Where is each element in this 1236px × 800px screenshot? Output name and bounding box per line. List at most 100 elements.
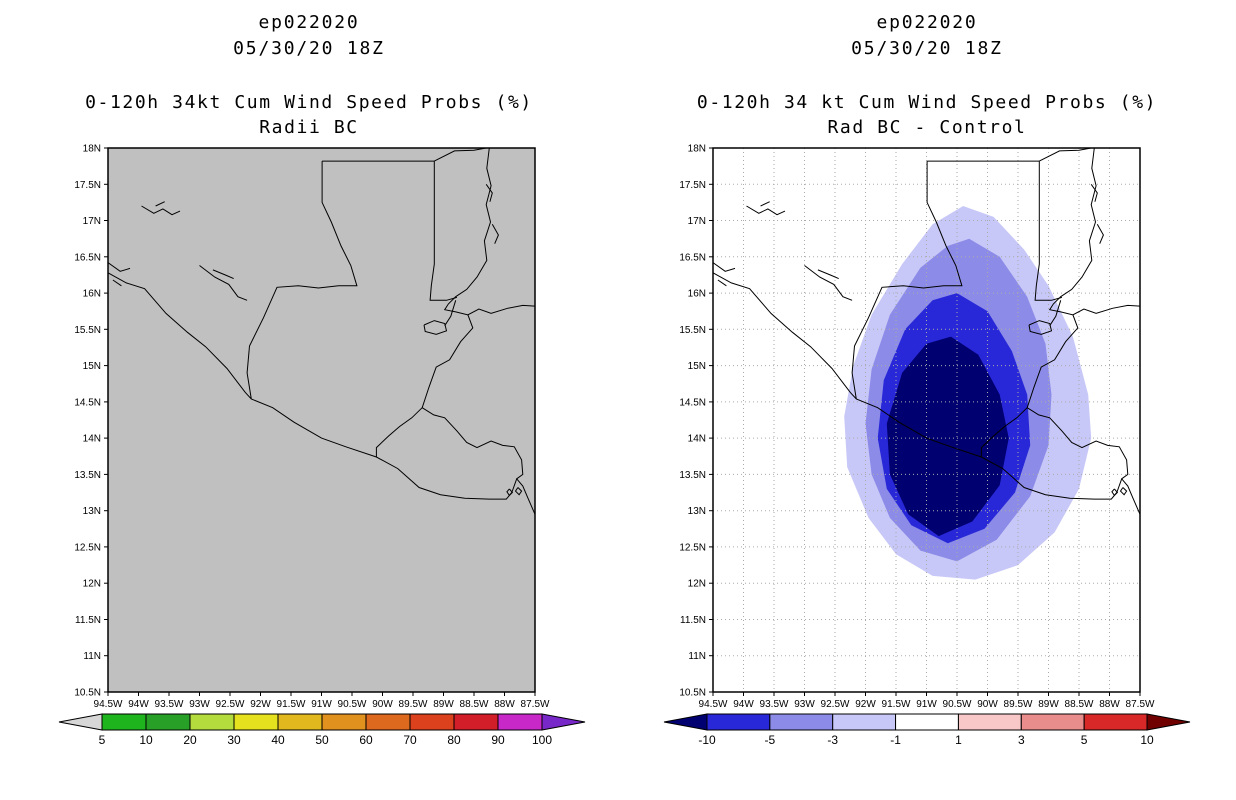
product-title: 0-120h 34kt Cum Wind Speed Probs (%) <box>85 92 533 113</box>
fonseca-island-1 <box>1119 487 1128 496</box>
colorbar-label: 80 <box>447 733 461 747</box>
y-tick-label: 12.5N <box>74 542 101 553</box>
border-belize-west <box>429 161 458 301</box>
y-tick-label: 17.5N <box>679 180 706 191</box>
x-tick-label: 93.5W <box>155 699 184 710</box>
coastline-caribbean <box>1048 147 1141 316</box>
colorbar-segment <box>321 713 367 731</box>
rio-dulce <box>444 300 457 326</box>
storm-id: ep022020 <box>258 12 360 33</box>
colorbar-label: -1 <box>890 733 901 747</box>
y-tick-label: 14N <box>688 434 706 445</box>
colorbar-label: 20 <box>183 733 197 747</box>
x-tick-label: 90.5W <box>338 699 367 710</box>
x-tick-label: 89.5W <box>399 699 428 710</box>
colorbar-segment <box>189 713 235 731</box>
y-tick-label: 15N <box>688 361 706 372</box>
experiment-label: Radii BC <box>259 117 359 138</box>
colorbar-label: 40 <box>271 733 285 747</box>
x-tick-label: 90W <box>977 699 998 710</box>
x-tick-label: 88.5W <box>1065 699 1094 710</box>
colorbar-segment <box>1020 713 1085 731</box>
colorbar-segment <box>769 713 834 731</box>
colorbar-segment <box>706 713 771 731</box>
colorbar-label: 10 <box>139 733 153 747</box>
reservoir-malpaso-branch <box>760 201 770 207</box>
lagoon-mar-muerto <box>712 262 736 272</box>
x-tick-label: 88W <box>494 699 515 710</box>
y-tick-label: 16N <box>83 289 101 300</box>
colorbar-segment <box>277 713 323 731</box>
y-tick-label: 13N <box>83 506 101 517</box>
init-datetime: 05/30/20 18Z <box>233 38 385 59</box>
panel-left: ep022020 05/30/20 18Z 0-120h 34kt Cum Wi… <box>0 10 618 747</box>
y-tick-label: 17.5N <box>74 180 101 191</box>
x-tick-label: 91.5W <box>882 699 911 710</box>
colorbar-arrow-above <box>1146 713 1191 731</box>
experiment-label: Rad BC - Control <box>827 117 1027 138</box>
colorbar-label: 90 <box>491 733 505 747</box>
y-tick-label: 11N <box>83 651 101 662</box>
y-tick-label: 11N <box>688 651 706 662</box>
border-elsalvador-honduras <box>1026 407 1129 480</box>
x-tick-label: 92W <box>250 699 271 710</box>
y-tick-label: 10.5N <box>679 688 706 699</box>
y-tick-label: 12N <box>83 579 101 590</box>
colorbar-label: 60 <box>359 733 373 747</box>
colorbar-label: 5 <box>99 733 106 747</box>
colorbar-segment <box>145 713 191 731</box>
border-elsalvador-honduras <box>421 407 524 480</box>
y-tick-label: 11.5N <box>75 615 101 626</box>
colorbar-segment <box>365 713 411 731</box>
colorbar-segment <box>453 713 499 731</box>
reservoir-angostura <box>199 265 248 301</box>
y-tick-label: 13.5N <box>74 470 101 481</box>
lake-izabal <box>423 320 448 335</box>
border-guatemala-honduras <box>421 314 474 408</box>
y-tick-label: 14N <box>83 434 101 445</box>
x-tick-label: 93W <box>794 699 815 710</box>
fonseca-island-2 <box>506 488 514 497</box>
y-tick-label: 12N <box>688 579 706 590</box>
colorbar-label: 5 <box>1081 733 1088 747</box>
rio-dulce <box>1049 300 1062 326</box>
colorbar-segment <box>409 713 455 731</box>
reservoir-malpaso-branch <box>155 201 165 207</box>
x-tick-label: 87.5W <box>521 699 550 710</box>
colorbar-label: 10 <box>1140 733 1154 747</box>
x-tick-label: 91.5W <box>277 699 306 710</box>
colorbar-arrow-below <box>663 713 708 731</box>
x-tick-label: 92.5W <box>821 699 850 710</box>
reservoir-malpaso <box>141 205 181 216</box>
x-tick-label: 94.5W <box>699 699 728 710</box>
border-belize-west <box>1034 161 1063 301</box>
title-block-right: ep022020 05/30/20 18Z <box>618 10 1236 62</box>
reservoir-angostura <box>804 265 853 301</box>
coastline-caribbean <box>443 147 536 316</box>
x-tick-label: 89.5W <box>1004 699 1033 710</box>
x-tick-label: 89W <box>433 699 454 710</box>
lagoon-mar-muerto <box>107 262 131 272</box>
subtitle-block-right: 0-120h 34 kt Cum Wind Speed Probs (%) Ra… <box>618 90 1236 140</box>
colorbar-segment <box>1083 713 1148 731</box>
colorbar-segment <box>497 713 543 731</box>
border-guatemala-elsalvador <box>980 407 1028 457</box>
x-tick-label: 91W <box>311 699 332 710</box>
colorbar-right: -10 -5 -3 -1 1 3 5 10 <box>662 712 1192 750</box>
product-title: 0-120h 34 kt Cum Wind Speed Probs (%) <box>696 92 1158 113</box>
y-tick-label: 15.5N <box>74 325 101 336</box>
panel-right: ep022020 05/30/20 18Z 0-120h 34 kt Cum W… <box>618 0 1236 800</box>
colorbar-segment <box>233 713 279 731</box>
reservoir-malpaso <box>746 205 786 216</box>
colorbar-segment <box>101 713 147 731</box>
border-mexico-belize <box>1039 147 1092 162</box>
colorbar-label: 1 <box>955 733 962 747</box>
y-tick-label: 18N <box>83 144 101 155</box>
title-block-left: ep022020 05/30/20 18Z <box>0 10 618 62</box>
lagoon-small <box>717 279 727 287</box>
y-tick-label: 17N <box>83 216 101 227</box>
colorbar-arrow-above <box>541 713 586 731</box>
x-tick-label: 94W <box>733 699 754 710</box>
y-tick-label: 13N <box>688 506 706 517</box>
